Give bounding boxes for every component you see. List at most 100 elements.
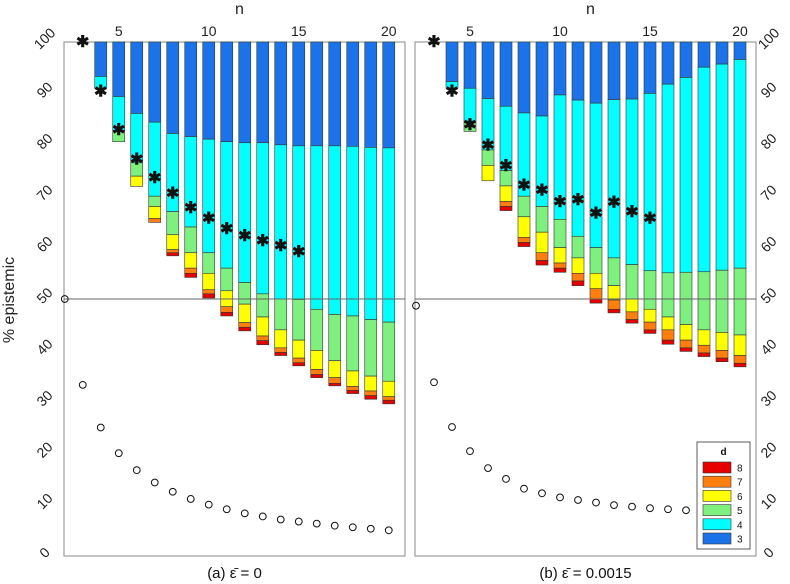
bar-segment-d7 [166,249,180,254]
star-marker: ✱ [94,83,107,100]
circle-marker [628,502,636,511]
y-tick-label-left: 50 [33,284,55,306]
bar-segment-d8 [202,293,216,299]
bar-segment-d8 [571,280,585,286]
circle-marker [384,526,393,535]
bar-segment-d4 [94,76,108,89]
circle-marker [186,495,195,503]
circle-marker [610,501,618,510]
circle-marker [258,512,267,521]
bar-segment-d3 [364,41,378,148]
bar-segment-d5 [535,206,549,233]
star-marker: ✱ [202,210,215,227]
bar-segment-d8 [607,308,621,314]
circle-marker [60,295,69,303]
bar-segment-d6 [238,303,252,323]
bar-segment-d7 [238,322,252,328]
legend-swatch [702,518,732,531]
star-marker: ✱ [256,233,269,250]
bar-segment-d8 [697,352,711,357]
legend-swatch [702,504,732,516]
bar-segment-d6 [571,257,585,274]
bar-segment-d4 [274,144,288,300]
bar-segment-d5 [625,264,639,300]
bar-segment-d8 [661,339,675,345]
bar-segment-d5 [715,269,729,333]
y-tick-label-right: 70 [757,181,779,203]
bar-segment-d7 [256,335,270,341]
bar-segment-d5 [202,252,216,274]
bar-segment-d7 [346,386,360,391]
bar-segment-d6 [274,329,288,349]
bar-segment-d7 [625,311,639,320]
y-tick-label-right: 90 [757,79,779,101]
panel-caption: (b) ε̄ = 0.0015 [539,565,631,582]
bar-segment-d3 [202,41,216,140]
bar-segment-d5 [382,321,396,382]
legend-swatch [702,475,732,488]
star-marker: ✱ [148,170,161,187]
circle-marker [78,380,87,389]
bar-segment-d5 [274,298,288,331]
bar-segment-d3 [292,41,306,147]
bar-segment-d3 [499,41,513,107]
star-marker: ✱ [130,152,143,169]
circle-marker [276,515,285,524]
bar-segment-d8 [220,312,234,317]
circle-marker [150,478,159,487]
circle-marker [96,423,105,432]
bar-segment-d3 [328,41,342,147]
bar-segment-d4 [679,77,693,273]
y-tick-label-right: 50 [757,284,779,306]
legend-swatch [702,532,732,545]
y-tick-label-right: 10 [757,490,779,512]
bar-segment-d8 [328,382,342,387]
bar-segment-d3 [679,41,693,78]
bar-segment-d3 [220,41,234,143]
bar-segment-d5 [589,247,603,274]
circle-marker [556,493,564,502]
bar-segment-d6 [382,380,396,397]
bar-segment-d4 [238,142,252,283]
legend: d8 7 6 5 4 3 [696,441,751,550]
star-marker: ✱ [445,83,458,100]
bar-segment-d5 [256,293,270,318]
circle-marker [538,489,546,498]
bar-segment-d8 [346,390,360,394]
circle-marker [682,506,690,515]
bar-segment-d4 [697,66,711,273]
bar-segment-d8 [256,340,270,346]
bar-segment-d5 [733,267,747,336]
circle-marker [240,509,249,518]
y-tick-label-left: 80 [33,130,55,152]
bar-segment-d3 [571,41,585,101]
legend-label: 3 [737,535,743,546]
bar-segment-d6 [184,252,198,269]
bar-segment-d6 [607,285,621,301]
circle-marker [168,487,177,496]
bar-segment-d5 [112,130,126,143]
star-marker: ✱ [571,192,584,209]
legend-label: 4 [737,520,743,531]
circle-marker [312,519,321,528]
bar-segment-d5 [328,314,342,361]
bar-segment-d5 [553,219,567,248]
bar-segment-d5 [607,257,621,286]
bar-segment-d7 [364,390,378,396]
star-marker: ✱ [481,137,494,154]
bar-segment-d8 [535,260,549,266]
bar-segment-d4 [220,141,234,269]
bar-segment-d6 [589,272,603,290]
bar-segment-d3 [274,41,288,146]
bar-segment-d6 [643,308,657,323]
bar-segment-d4 [310,145,324,310]
circle-marker [204,500,213,509]
bar-segment-d7 [202,289,216,295]
panel-a: 5 10 15 20 n ✱ ✱ ✱ ✱ ✱ ✱ ✱ ✱ ✱ ✱ ✱ ✱ ✱ (a) ε̄ = 0 [60,1,406,582]
bar-segment-d8 [553,267,567,273]
bar-segment-d3 [661,41,675,85]
y-tick-label-right: 0 [760,544,777,561]
bar-segment-d4 [364,147,378,320]
bar-segment-d3 [481,41,495,99]
